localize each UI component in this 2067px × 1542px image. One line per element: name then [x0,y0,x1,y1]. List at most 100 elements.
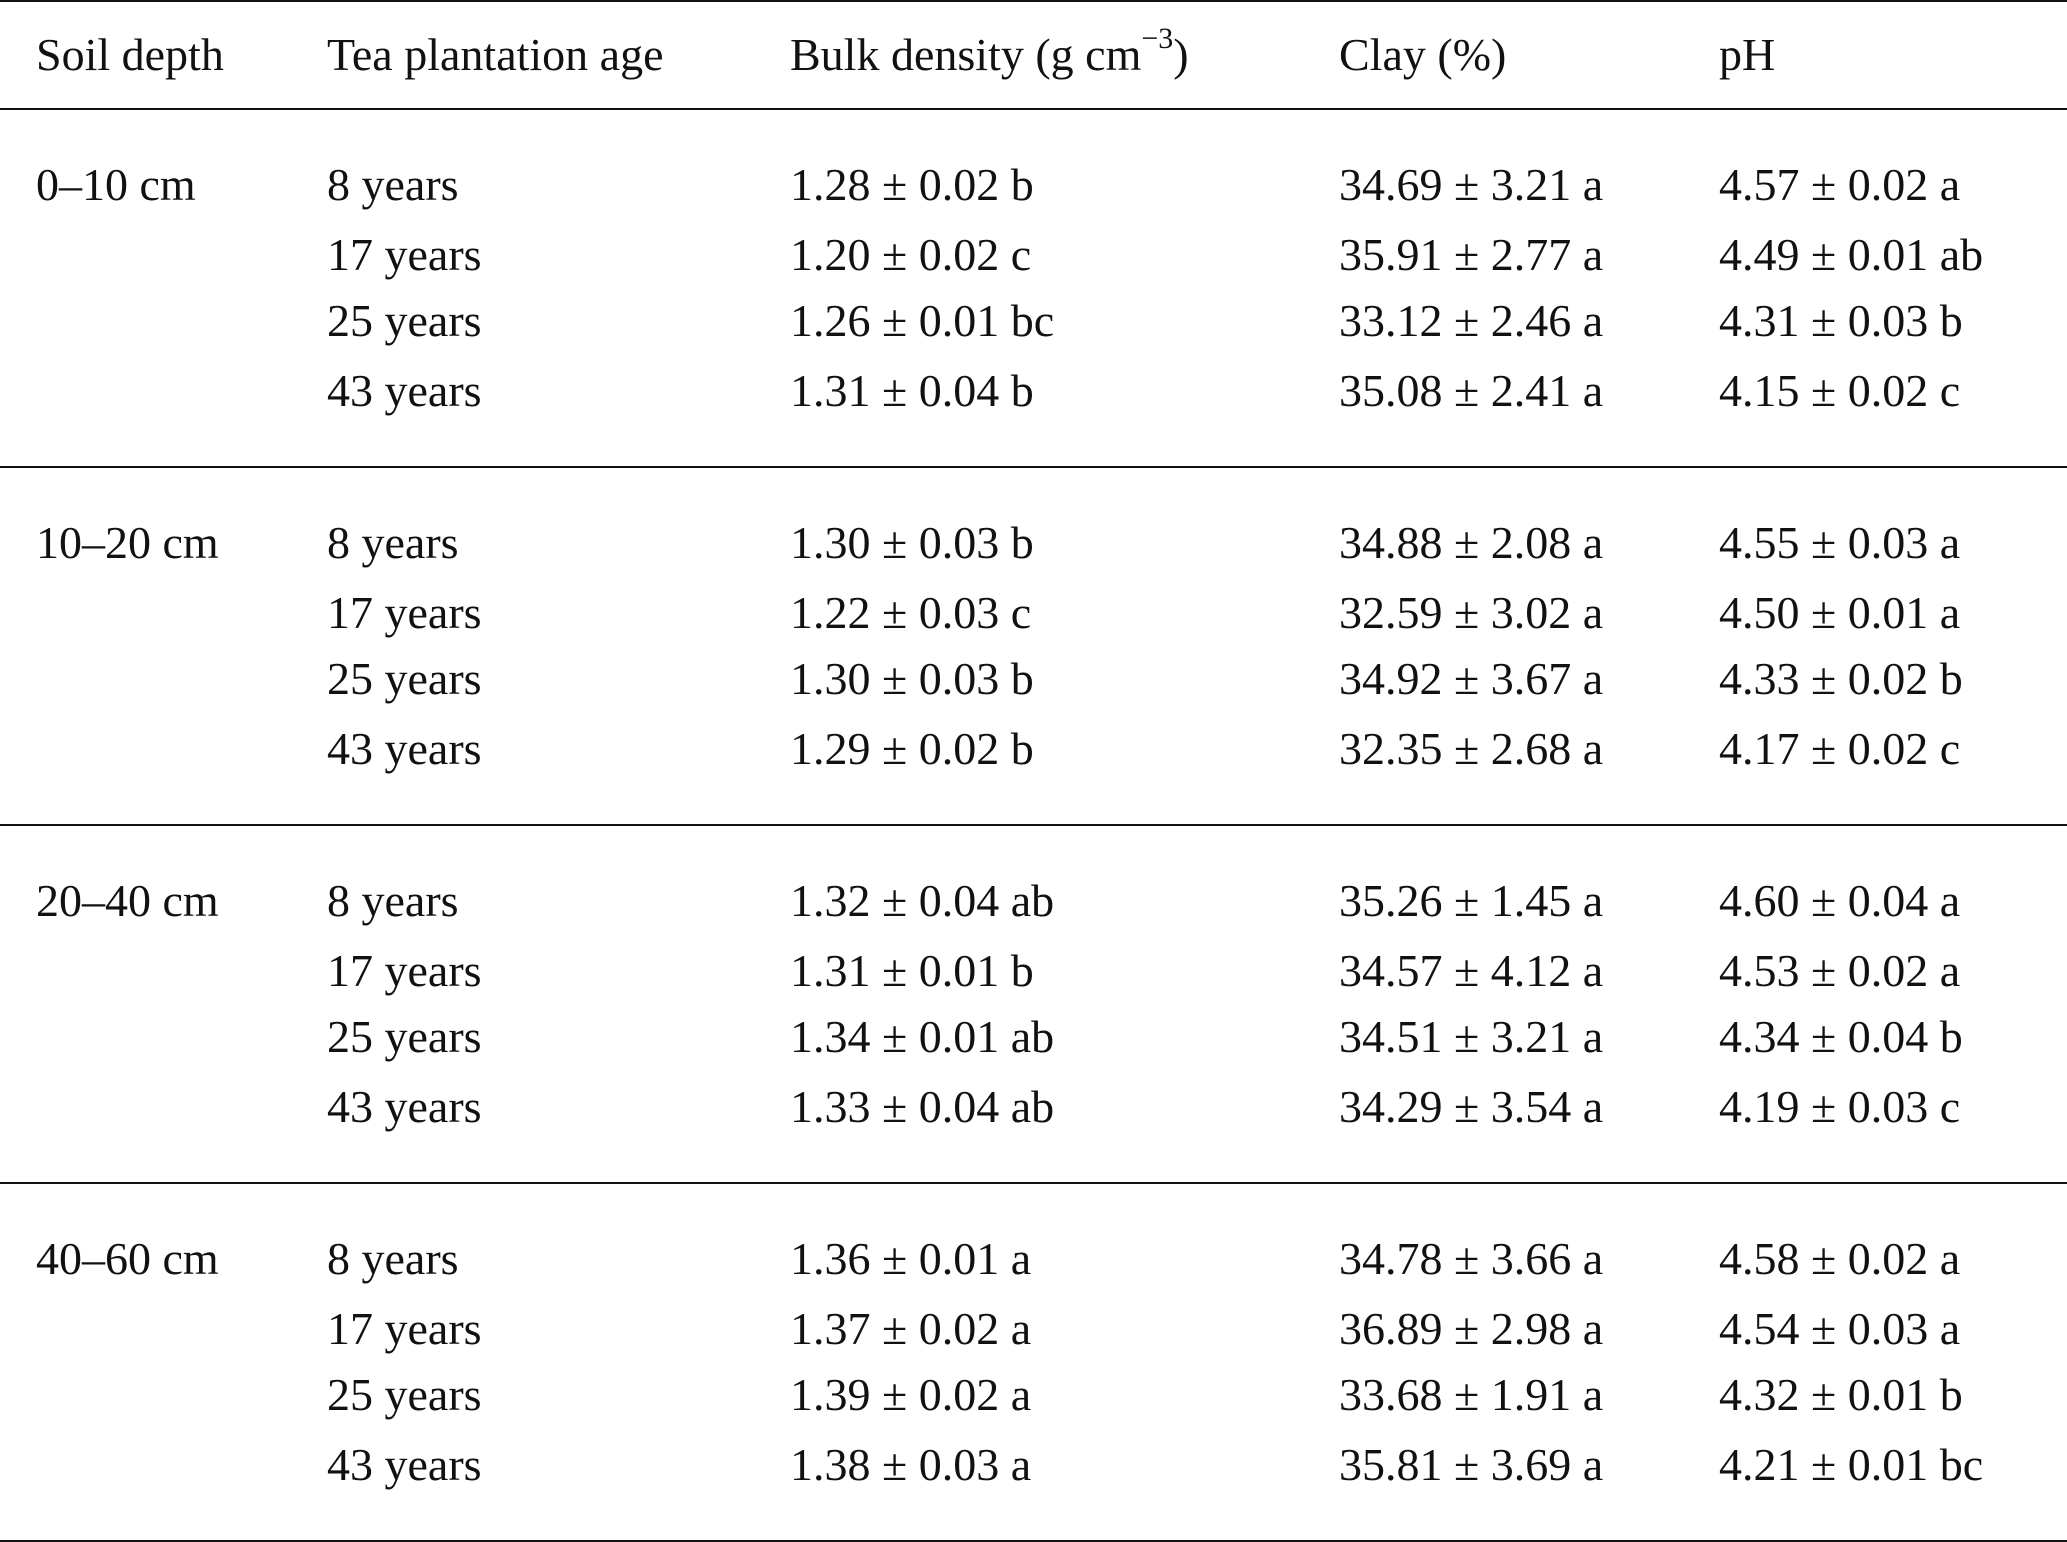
table-body: 0–10 cm 8 years 1.28 ± 0.02 b 34.69 ± 3.… [0,109,2067,1541]
header-bulk-density-close: ) [1173,29,1189,80]
age-cell: 43 years [327,723,482,774]
clay-cell: 33.12 ± 2.46 a [1339,295,1604,346]
ph-cell: 4.50 ± 0.01 a [1719,587,1961,638]
soil-depth-cell [0,354,327,467]
age-cell: 8 years [327,517,459,568]
bulk-density-cell: 1.32 ± 0.04 ab [790,875,1055,926]
clay-cell: 33.68 ± 1.91 a [1339,1369,1604,1420]
age-cell: 17 years [327,229,482,280]
header-bulk-density-text: Bulk density (g cm [790,29,1142,80]
ph-cell: 4.54 ± 0.03 a [1719,1303,1961,1354]
table-row: 0–10 cm 8 years 1.28 ± 0.02 b 34.69 ± 3.… [0,109,2067,222]
age-cell: 25 years [327,295,482,346]
clay-cell: 34.69 ± 3.21 a [1339,159,1604,210]
table-row: 20–40 cm 8 years 1.32 ± 0.04 ab 35.26 ± … [0,825,2067,938]
table-row: 43 years 1.29 ± 0.02 b 32.35 ± 2.68 a 4.… [0,712,2067,825]
header-soil-depth: Soil depth [36,29,224,80]
ph-cell: 4.57 ± 0.02 a [1719,159,1961,210]
bulk-density-cell: 1.28 ± 0.02 b [790,159,1034,210]
clay-cell: 34.92 ± 3.67 a [1339,653,1604,704]
age-cell: 17 years [327,587,482,638]
table-row: 17 years 1.20 ± 0.02 c 35.91 ± 2.77 a 4.… [0,222,2067,288]
clay-cell: 36.89 ± 2.98 a [1339,1303,1604,1354]
ph-cell: 4.32 ± 0.01 b [1719,1369,1963,1420]
ph-cell: 4.55 ± 0.03 a [1719,517,1961,568]
soil-depth-cell [0,288,327,354]
ph-cell: 4.31 ± 0.03 b [1719,295,1963,346]
soil-depth-cell [0,580,327,646]
ph-cell: 4.53 ± 0.02 a [1719,945,1961,996]
bulk-density-cell: 1.31 ± 0.01 b [790,945,1034,996]
soil-depth-cell [0,1362,327,1428]
header-clay: Clay (%) [1339,29,1507,80]
soil-depth-cell [0,222,327,288]
table-row: 43 years 1.38 ± 0.03 a 35.81 ± 3.69 a 4.… [0,1428,2067,1541]
ph-cell: 4.15 ± 0.02 c [1719,365,1961,416]
age-cell: 17 years [327,1303,482,1354]
age-cell: 8 years [327,1233,459,1284]
soil-depth-cell [0,1070,327,1183]
clay-cell: 34.29 ± 3.54 a [1339,1081,1604,1132]
table-row: 43 years 1.33 ± 0.04 ab 34.29 ± 3.54 a 4… [0,1070,2067,1183]
header-bulk-density: Bulk density (g cm−3) [790,1,1339,109]
ph-cell: 4.49 ± 0.01 ab [1719,229,1984,280]
table-row: 25 years 1.39 ± 0.02 a 33.68 ± 1.91 a 4.… [0,1362,2067,1428]
soil-depth-cell [0,938,327,1004]
bulk-density-cell: 1.34 ± 0.01 ab [790,1011,1055,1062]
age-cell: 25 years [327,653,482,704]
bulk-density-cell: 1.22 ± 0.03 c [790,587,1032,638]
table-row: 43 years 1.31 ± 0.04 b 35.08 ± 2.41 a 4.… [0,354,2067,467]
ph-cell: 4.21 ± 0.01 bc [1719,1439,1984,1490]
clay-cell: 32.35 ± 2.68 a [1339,723,1604,774]
bulk-density-cell: 1.30 ± 0.03 b [790,517,1034,568]
table-row: 40–60 cm 8 years 1.36 ± 0.01 a 34.78 ± 3… [0,1183,2067,1296]
header-ph: pH [1719,29,1776,80]
age-cell: 8 years [327,875,459,926]
table-row: 25 years 1.26 ± 0.01 bc 33.12 ± 2.46 a 4… [0,288,2067,354]
clay-cell: 35.08 ± 2.41 a [1339,365,1604,416]
ph-cell: 4.17 ± 0.02 c [1719,723,1961,774]
bulk-density-cell: 1.20 ± 0.02 c [790,229,1032,280]
age-cell: 8 years [327,159,459,210]
clay-cell: 34.78 ± 3.66 a [1339,1233,1604,1284]
bulk-density-cell: 1.33 ± 0.04 ab [790,1081,1055,1132]
age-cell: 25 years [327,1011,482,1062]
clay-cell: 34.57 ± 4.12 a [1339,945,1604,996]
clay-cell: 35.26 ± 1.45 a [1339,875,1604,926]
header-row: Soil depth Tea plantation age Bulk densi… [0,1,2067,109]
table-row: 10–20 cm 8 years 1.30 ± 0.03 b 34.88 ± 2… [0,467,2067,580]
ph-cell: 4.33 ± 0.02 b [1719,653,1963,704]
bulk-density-cell: 1.26 ± 0.01 bc [790,295,1055,346]
bulk-density-cell: 1.36 ± 0.01 a [790,1233,1032,1284]
soil-depth-cell: 20–40 cm [36,875,219,926]
age-cell: 25 years [327,1369,482,1420]
soil-depth-cell [0,646,327,712]
table-row: 25 years 1.30 ± 0.03 b 34.92 ± 3.67 a 4.… [0,646,2067,712]
soil-depth-cell [0,712,327,825]
soil-depth-cell [0,1428,327,1541]
ph-cell: 4.58 ± 0.02 a [1719,1233,1961,1284]
soil-depth-cell [0,1296,327,1362]
age-cell: 43 years [327,365,482,416]
bulk-density-cell: 1.37 ± 0.02 a [790,1303,1032,1354]
table-row: 17 years 1.22 ± 0.03 c 32.59 ± 3.02 a 4.… [0,580,2067,646]
age-cell: 43 years [327,1081,482,1132]
clay-cell: 35.91 ± 2.77 a [1339,229,1604,280]
clay-cell: 34.88 ± 2.08 a [1339,517,1604,568]
clay-cell: 35.81 ± 3.69 a [1339,1439,1604,1490]
clay-cell: 32.59 ± 3.02 a [1339,587,1604,638]
bulk-density-cell: 1.38 ± 0.03 a [790,1439,1032,1490]
table-row: 17 years 1.37 ± 0.02 a 36.89 ± 2.98 a 4.… [0,1296,2067,1362]
table-row: 25 years 1.34 ± 0.01 ab 34.51 ± 3.21 a 4… [0,1004,2067,1070]
bulk-density-cell: 1.29 ± 0.02 b [790,723,1034,774]
table-row: 17 years 1.31 ± 0.01 b 34.57 ± 4.12 a 4.… [0,938,2067,1004]
header-tea-plantation-age: Tea plantation age [327,29,664,80]
ph-cell: 4.19 ± 0.03 c [1719,1081,1961,1132]
header-bulk-density-exponent: −3 [1141,21,1174,55]
clay-cell: 34.51 ± 3.21 a [1339,1011,1604,1062]
ph-cell: 4.34 ± 0.04 b [1719,1011,1963,1062]
age-cell: 43 years [327,1439,482,1490]
bulk-density-cell: 1.30 ± 0.03 b [790,653,1034,704]
